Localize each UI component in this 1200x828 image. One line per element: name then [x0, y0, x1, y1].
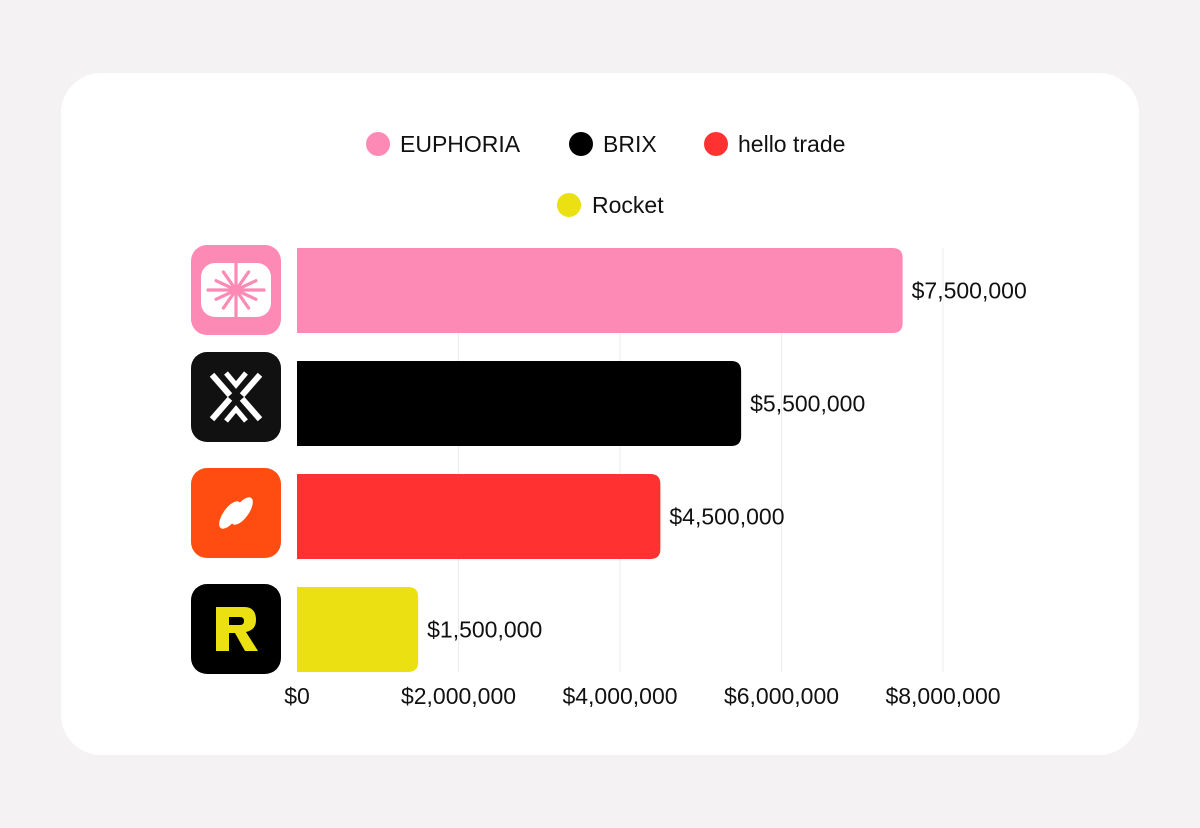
- x-tick-label: $0: [284, 683, 310, 709]
- legend-item: Rocket: [557, 192, 664, 218]
- bars: [297, 248, 903, 672]
- legend-label: EUPHORIA: [400, 131, 521, 157]
- category-icons: [191, 245, 281, 674]
- data-label: $4,500,000: [669, 504, 784, 530]
- x-axis-ticks: $0 $2,000,000 $4,000,000 $6,000,000 $8,000,0…: [284, 683, 1000, 709]
- legend-label: hello trade: [738, 131, 845, 157]
- x-tick-label: $2,000,000: [401, 683, 516, 709]
- bar: [297, 587, 419, 672]
- legend-item: hello trade: [704, 131, 845, 157]
- euphoria-logo-icon: [191, 245, 281, 335]
- legend-swatch: [366, 132, 390, 156]
- brix-logo-icon: [191, 352, 281, 442]
- hello-trade-logo-icon: [191, 468, 281, 558]
- data-label: $1,500,000: [427, 617, 542, 643]
- x-tick-label: $4,000,000: [562, 683, 677, 709]
- data-label: $7,500,000: [912, 278, 1027, 304]
- legend-swatch: [557, 193, 581, 217]
- x-tick-label: $8,000,000: [885, 683, 1000, 709]
- rocket-logo-icon: [191, 584, 281, 674]
- x-tick-label: $6,000,000: [724, 683, 839, 709]
- bar: [297, 248, 903, 333]
- legend-label: Rocket: [592, 192, 664, 218]
- legend-swatch: [569, 132, 593, 156]
- legend-item: BRIX: [569, 131, 657, 157]
- bar: [297, 474, 661, 559]
- data-label: $5,500,000: [750, 391, 865, 417]
- legend: EUPHORIA BRIX hello trade Rocket: [366, 131, 845, 218]
- legend-swatch: [704, 132, 728, 156]
- legend-label: BRIX: [603, 131, 657, 157]
- bar: [297, 361, 742, 446]
- legend-item: EUPHORIA: [366, 131, 521, 157]
- value-labels: $7,500,000 $5,500,000 $4,500,000 $1,500,000: [427, 278, 1027, 643]
